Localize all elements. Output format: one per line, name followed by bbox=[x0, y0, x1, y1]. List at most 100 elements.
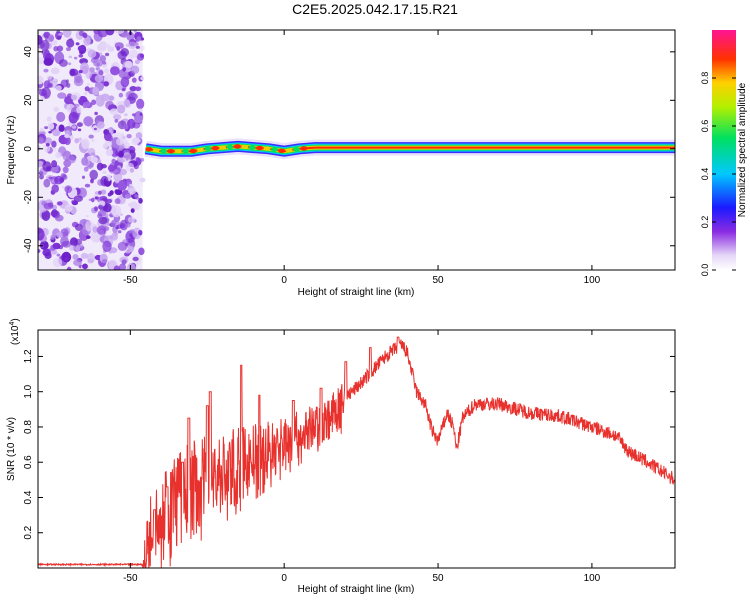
noise-speckle bbox=[129, 168, 135, 173]
noise-speckle bbox=[86, 83, 91, 86]
noise-speckle bbox=[65, 204, 73, 212]
noise-speckle bbox=[83, 166, 89, 172]
noise-speckle bbox=[62, 166, 69, 174]
noise-speckle bbox=[85, 219, 91, 224]
noise-speckle bbox=[98, 69, 104, 76]
noise-speckle bbox=[75, 223, 83, 231]
noise-speckle bbox=[58, 124, 65, 132]
noise-speckle bbox=[96, 121, 105, 129]
noise-speckle bbox=[129, 229, 135, 234]
noise-speckle bbox=[126, 31, 135, 41]
noise-speckle bbox=[130, 65, 140, 74]
noise-speckle bbox=[132, 256, 139, 262]
noise-speckle bbox=[84, 91, 88, 96]
y-tick-label: 40 bbox=[23, 46, 34, 58]
x-tick-label: -50 bbox=[123, 275, 138, 286]
carrier-blob bbox=[256, 145, 264, 151]
noise-speckle bbox=[57, 92, 67, 99]
noise-speckle bbox=[101, 259, 108, 264]
y-tick-label: -20 bbox=[23, 190, 34, 205]
spectrogram-x-ticks: -50 0 50 100 bbox=[123, 30, 601, 286]
noise-speckle bbox=[41, 49, 47, 56]
colorbar-label: Normalized spectral amplitude bbox=[737, 82, 748, 217]
noise-speckle bbox=[53, 78, 58, 82]
noise-speckle bbox=[82, 101, 91, 108]
noise-speckle bbox=[123, 124, 129, 130]
noise-speckle bbox=[124, 99, 131, 108]
snr-scale-label: (x104) bbox=[9, 318, 21, 345]
noise-speckle bbox=[61, 240, 72, 248]
carrier-blob bbox=[182, 149, 190, 154]
noise-speckle bbox=[47, 122, 55, 130]
noise-speckle bbox=[51, 39, 58, 46]
noise-speckle bbox=[47, 83, 53, 88]
noise-speckle bbox=[40, 95, 44, 99]
noise-speckle bbox=[140, 76, 145, 81]
noise-speckle bbox=[72, 254, 79, 260]
noise-speckle bbox=[133, 30, 137, 33]
noise-speckle bbox=[135, 45, 140, 49]
noise-speckle bbox=[105, 148, 114, 156]
noise-speckle bbox=[52, 147, 57, 152]
noise-speckle bbox=[85, 71, 93, 79]
noise-speckle bbox=[124, 113, 128, 117]
carrier-blob bbox=[167, 149, 175, 154]
noise-speckle bbox=[132, 227, 142, 239]
x-tick-label: 50 bbox=[432, 275, 444, 286]
noise-speckle bbox=[95, 94, 105, 107]
carrier-blob bbox=[145, 147, 153, 152]
noise-speckle bbox=[102, 240, 112, 252]
noise-speckle bbox=[86, 235, 91, 239]
carrier-blob bbox=[160, 149, 168, 154]
noise-speckle bbox=[84, 118, 93, 127]
noise-speckle bbox=[122, 67, 126, 72]
noise-speckle bbox=[50, 234, 55, 240]
noise-speckle bbox=[90, 156, 98, 164]
noise-speckle bbox=[129, 246, 135, 252]
noise-speckle bbox=[134, 59, 140, 65]
colorbar-ticks: 0.0 0.2 0.4 0.6 0.8 bbox=[700, 72, 736, 276]
noise-speckle bbox=[93, 58, 103, 68]
noise-speckle bbox=[38, 57, 44, 65]
x-tick-label: 0 bbox=[281, 275, 287, 286]
noise-speckle bbox=[38, 228, 45, 241]
noise-speckle bbox=[83, 36, 91, 46]
noise-speckle bbox=[78, 139, 82, 144]
y-tick-label: 0.2 bbox=[23, 525, 34, 539]
noise-speckle bbox=[45, 143, 50, 147]
noise-speckle bbox=[98, 216, 108, 225]
noise-speckle bbox=[52, 129, 61, 137]
noise-speckle bbox=[80, 252, 89, 259]
noise-speckle bbox=[43, 57, 54, 66]
carrier-band bbox=[144, 138, 675, 160]
noise-speckle bbox=[111, 232, 118, 241]
noise-speckle bbox=[139, 45, 145, 51]
noise-speckle bbox=[105, 100, 114, 110]
noise-speckle bbox=[89, 67, 95, 73]
noise-speckle bbox=[121, 259, 127, 265]
noise-speckle bbox=[73, 195, 83, 202]
noise-speckle bbox=[73, 77, 84, 87]
noise-speckle bbox=[117, 230, 122, 234]
carrier-blob bbox=[278, 148, 286, 153]
noise-speckle bbox=[82, 175, 85, 179]
carrier-blob bbox=[226, 144, 234, 150]
noise-speckle bbox=[91, 138, 95, 143]
noise-speckle bbox=[109, 108, 119, 115]
noise-speckle bbox=[65, 79, 69, 83]
noise-speckle bbox=[105, 30, 115, 36]
noise-speckle bbox=[110, 66, 120, 76]
carrier-blob bbox=[189, 148, 197, 154]
noise-speckle bbox=[140, 53, 144, 58]
noise-speckle bbox=[69, 68, 79, 76]
noise-speckle bbox=[89, 169, 98, 180]
noise-speckle bbox=[128, 41, 137, 49]
noise-speckle bbox=[114, 119, 119, 123]
noise-speckle bbox=[76, 122, 83, 127]
noise-speckle bbox=[38, 145, 41, 151]
noise-speckle bbox=[58, 59, 68, 67]
noise-speckle bbox=[116, 224, 122, 230]
noise-speckle bbox=[130, 208, 135, 214]
noise-speckle bbox=[87, 147, 96, 156]
noise-speckle bbox=[56, 45, 64, 52]
